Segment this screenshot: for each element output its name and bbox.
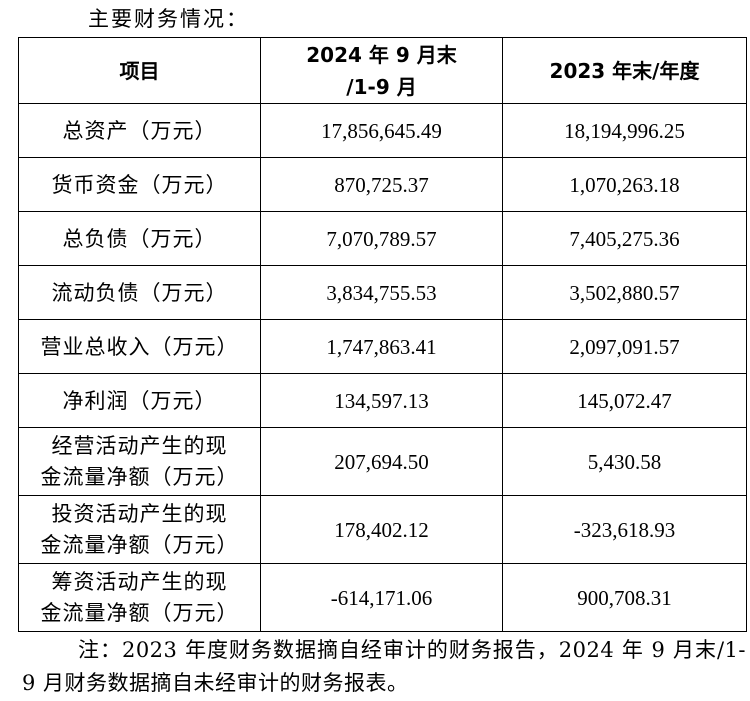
value-2024: 17,856,645.49 xyxy=(260,103,503,158)
table-row: 投资活动产生的现 金流量净额（万元） 178,402.12 -323,618.9… xyxy=(18,495,747,564)
row-label-line1: 投资活动产生的现 xyxy=(51,501,228,526)
header-2024-line1: 2024 年 9 月末 xyxy=(306,42,457,67)
value-2024: 3,834,755.53 xyxy=(260,265,503,320)
value-2024: 870,725.37 xyxy=(260,157,503,212)
value-2024: 1,747,863.41 xyxy=(260,319,503,374)
value-2023: 2,097,091.57 xyxy=(502,319,747,374)
value-2023: 900,708.31 xyxy=(502,563,747,632)
table-row: 筹资活动产生的现 金流量净额（万元） -614,171.06 900,708.3… xyxy=(18,563,747,632)
table-row: 流动负债（万元） 3,834,755.53 3,502,880.57 xyxy=(18,265,747,320)
row-label: 投资活动产生的现 金流量净额（万元） xyxy=(18,495,261,564)
row-label: 净利润（万元） xyxy=(18,373,261,428)
value-2023: 145,072.47 xyxy=(502,373,747,428)
row-label-line1: 经营活动产生的现 xyxy=(51,433,228,458)
row-label: 总负债（万元） xyxy=(18,211,261,266)
header-item: 项目 xyxy=(18,37,261,104)
row-label: 货币资金（万元） xyxy=(18,157,261,212)
value-2024: 178,402.12 xyxy=(260,495,503,564)
row-label: 经营活动产生的现 金流量净额（万元） xyxy=(18,427,261,496)
value-2023: 1,070,263.18 xyxy=(502,157,747,212)
value-2023: -323,618.93 xyxy=(502,495,747,564)
header-2024-line2: /1-9 月 xyxy=(346,74,417,99)
row-label-line2: 金流量净额（万元） xyxy=(40,464,239,489)
table-row: 总负债（万元） 7,070,789.57 7,405,275.36 xyxy=(18,211,747,266)
row-label: 筹资活动产生的现 金流量净额（万元） xyxy=(18,563,261,632)
table-row: 净利润（万元） 134,597.13 145,072.47 xyxy=(18,373,747,428)
table-row: 经营活动产生的现 金流量净额（万元） 207,694.50 5,430.58 xyxy=(18,427,747,496)
value-2024: -614,171.06 xyxy=(260,563,503,632)
row-label: 总资产（万元） xyxy=(18,103,261,158)
section-heading: 主要财务情况： xyxy=(88,7,249,31)
header-2023-period: 2023 年末/年度 xyxy=(502,37,747,104)
value-2024: 207,694.50 xyxy=(260,427,503,496)
header-2024-period: 2024 年 9 月末 /1-9 月 xyxy=(260,37,503,104)
row-label-line1: 筹资活动产生的现 xyxy=(51,569,228,594)
financial-summary-table: 项目 2024 年 9 月末 /1-9 月 2023 年末/年度 总资产（万元）… xyxy=(18,37,747,632)
value-2024: 7,070,789.57 xyxy=(260,211,503,266)
table-row: 货币资金（万元） 870,725.37 1,070,263.18 xyxy=(18,157,747,212)
value-2023: 3,502,880.57 xyxy=(502,265,747,320)
table-header-row: 项目 2024 年 9 月末 /1-9 月 2023 年末/年度 xyxy=(18,37,747,104)
value-2023: 5,430.58 xyxy=(502,427,747,496)
row-label-line2: 金流量净额（万元） xyxy=(40,532,239,557)
footnote: 注：2023 年度财务数据摘自经审计的财务报告，2024 年 9 月末/1-9 … xyxy=(22,638,746,695)
row-label: 营业总收入（万元） xyxy=(18,319,261,374)
value-2024: 134,597.13 xyxy=(260,373,503,428)
table-row: 总资产（万元） 17,856,645.49 18,194,996.25 xyxy=(18,103,747,158)
value-2023: 7,405,275.36 xyxy=(502,211,747,266)
value-2023: 18,194,996.25 xyxy=(502,103,747,158)
row-label-line2: 金流量净额（万元） xyxy=(40,600,239,625)
table-row: 营业总收入（万元） 1,747,863.41 2,097,091.57 xyxy=(18,319,747,374)
row-label: 流动负债（万元） xyxy=(18,265,261,320)
